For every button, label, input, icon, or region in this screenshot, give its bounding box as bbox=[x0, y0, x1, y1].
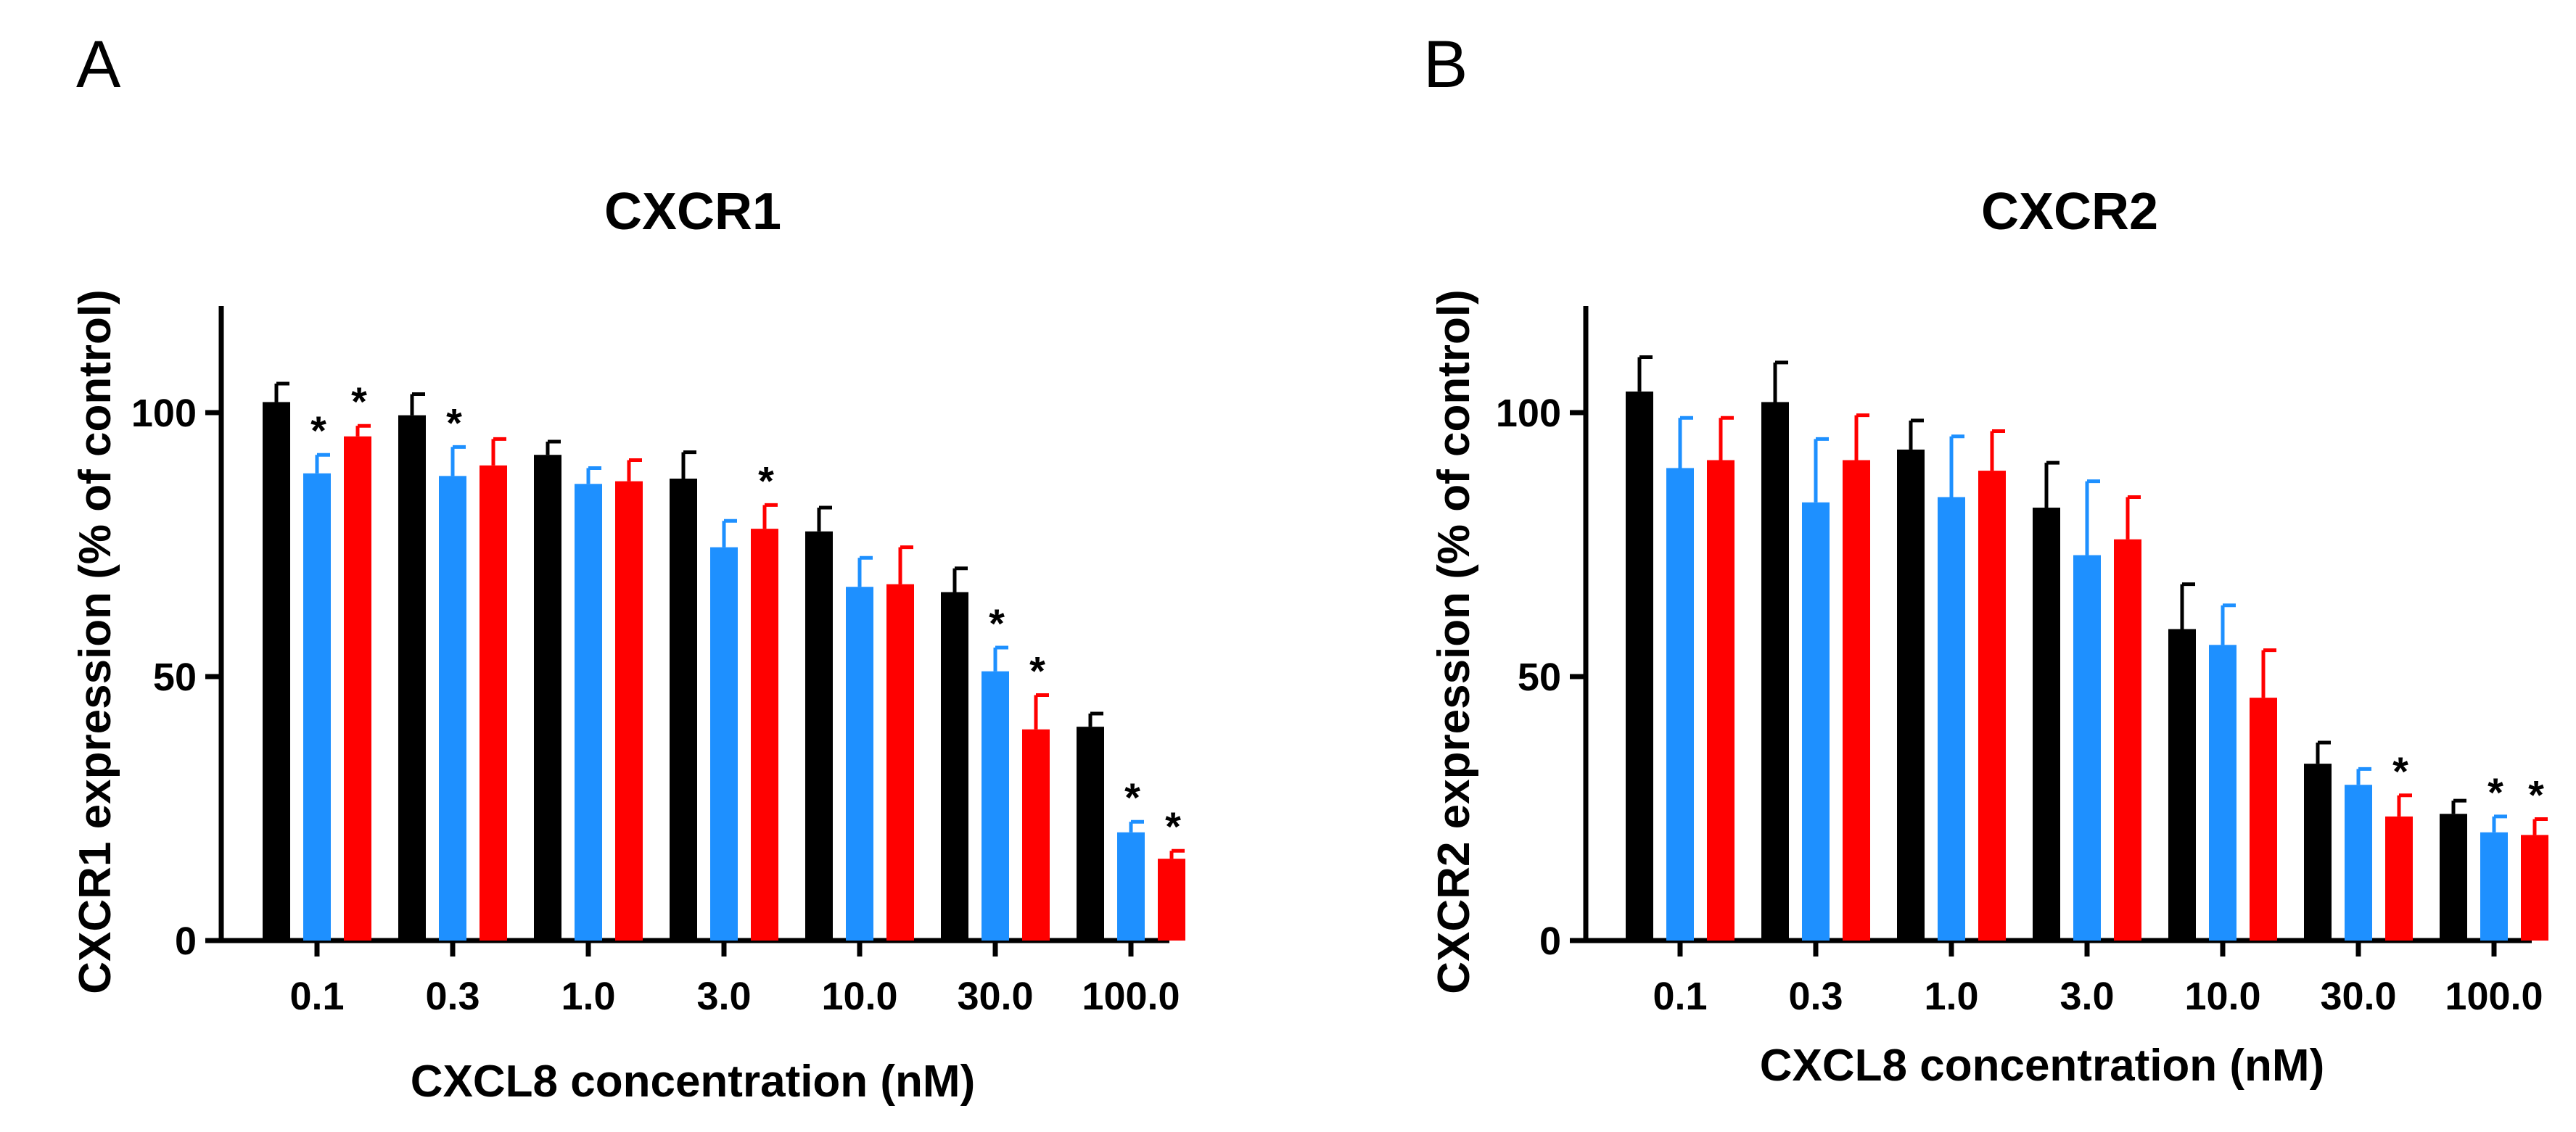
panel-b: B CXCR2 CXCL8 concentration (nM) CXCR2 e… bbox=[1423, 28, 2548, 1091]
panel-a-bar bbox=[263, 402, 290, 941]
panel-a-bar bbox=[615, 481, 643, 941]
panel-a-x-tick-label: 1.0 bbox=[561, 975, 615, 1018]
panel-b-bar bbox=[1843, 460, 1870, 941]
panel-b-plot: 0 50 100 0.1 0.3 1.0 3.0 10.0 30.0 * 100.0 * * bbox=[1496, 306, 2548, 1018]
panel-a-bar bbox=[439, 476, 466, 941]
panel-b-y-tick-label: 50 bbox=[1518, 656, 1561, 699]
panel-a-bar bbox=[1117, 832, 1145, 941]
panel-b-x-tick-label: 0.1 bbox=[1653, 975, 1707, 1018]
panel-b-significance-marker: * bbox=[2392, 748, 2408, 794]
panel-b-y-tick-label: 0 bbox=[1539, 920, 1561, 963]
panel-a-x-axis-label: CXCL8 concentration (nM) bbox=[411, 1057, 975, 1107]
panel-b-bar bbox=[2209, 645, 2236, 941]
panel-b-x-tick-label: 10.0 bbox=[2184, 975, 2260, 1018]
panel-a-significance-marker: * bbox=[351, 379, 367, 424]
panel-a-bar bbox=[941, 592, 968, 941]
panel-b-y-axis-label: CXCR2 expression (% of control) bbox=[1429, 289, 1479, 993]
panel-b-bar bbox=[2304, 764, 2332, 941]
panel-b-x-tick-label: 3.0 bbox=[2059, 975, 2114, 1018]
panel-a-x-tick-label: 3.0 bbox=[696, 975, 751, 1018]
panel-b-bar bbox=[2073, 555, 2101, 941]
panel-a-bar bbox=[886, 584, 914, 941]
panel-b-bar bbox=[1666, 468, 1694, 941]
panel-a-y-tick-label: 100 bbox=[131, 392, 197, 435]
panel-b-bar bbox=[1802, 502, 1830, 941]
panel-b-y-tick-label: 100 bbox=[1496, 392, 1561, 435]
panel-a-significance-marker: * bbox=[1029, 648, 1045, 693]
panel-a-significance-marker: * bbox=[446, 400, 462, 445]
panel-a-bar bbox=[398, 415, 426, 941]
panel-a-bar bbox=[1158, 859, 1185, 941]
panel-a-bar bbox=[670, 479, 697, 941]
panel-b-letter: B bbox=[1423, 28, 1468, 102]
panel-b-x-tick-label: 0.3 bbox=[1788, 975, 1843, 1018]
panel-b-bar bbox=[2345, 785, 2372, 941]
panel-a-bar bbox=[1022, 729, 1050, 941]
panel-b-x-tick-label: 1.0 bbox=[1924, 975, 1978, 1018]
panel-b-x-axis-label: CXCL8 concentration (nM) bbox=[1760, 1041, 2324, 1091]
panel-b-x-tick-label: 100.0 bbox=[2445, 975, 2543, 1018]
panel-b-bar bbox=[1938, 497, 1965, 941]
panel-a-letter: A bbox=[76, 28, 121, 102]
panel-a-bar bbox=[480, 465, 507, 941]
panel-b-bar bbox=[2521, 835, 2548, 941]
panel-a-bar bbox=[575, 484, 602, 941]
panel-b-bar bbox=[1897, 449, 1925, 941]
panel-b-bar bbox=[2114, 539, 2141, 941]
panel-b-significance-marker: * bbox=[2528, 772, 2544, 818]
panel-a-significance-marker: * bbox=[989, 600, 1005, 646]
panel-b-bar bbox=[1626, 391, 1653, 941]
panel-b-bar bbox=[2168, 629, 2196, 941]
panel-b-bar bbox=[1707, 460, 1735, 941]
panel-a-bar bbox=[303, 473, 331, 941]
panel-a-significance-marker: * bbox=[1124, 774, 1140, 820]
panel-b-title: CXCR2 bbox=[1981, 183, 2158, 241]
panel-a-bar bbox=[805, 531, 833, 941]
panel-a-y-axis-label: CXCR1 expression (% of control) bbox=[70, 289, 120, 993]
panel-b-bar bbox=[2385, 816, 2413, 941]
panel-a-bar bbox=[1077, 727, 1104, 941]
panel-a-x-tick-label: 0.3 bbox=[425, 975, 480, 1018]
panel-a-significance-marker: * bbox=[758, 458, 774, 503]
panel-b-bar bbox=[1978, 471, 2006, 941]
panel-a-y-tick-label: 50 bbox=[153, 656, 197, 699]
panel-b-bar bbox=[2033, 508, 2060, 941]
panel-a-bar bbox=[982, 671, 1009, 941]
panel-a: A CXCR1 CXCL8 concentration (nM) CXCR1 e… bbox=[70, 28, 1185, 1107]
panel-a-bar bbox=[710, 547, 738, 941]
panel-b-x-tick-label: 30.0 bbox=[2320, 975, 2396, 1018]
panel-a-bar bbox=[751, 529, 778, 941]
panel-a-significance-marker: * bbox=[1165, 803, 1181, 849]
panel-b-bar bbox=[2480, 832, 2508, 941]
panel-a-x-tick-label: 30.0 bbox=[957, 975, 1033, 1018]
panel-a-y-tick-label: 0 bbox=[175, 920, 197, 963]
panel-a-x-tick-label: 0.1 bbox=[289, 975, 344, 1018]
panel-a-x-tick-label: 10.0 bbox=[821, 975, 897, 1018]
panel-b-bar bbox=[1761, 402, 1789, 941]
panel-a-plot: 0 50 100 0.1 * * 0.3 * 1.0 3.0 * 10.0 30.0 * * 100.0 * * bbox=[131, 306, 1185, 1018]
panel-a-significance-marker: * bbox=[310, 408, 326, 453]
panel-a-title: CXCR1 bbox=[604, 183, 781, 241]
panel-b-bar bbox=[2250, 698, 2277, 941]
panel-a-bar bbox=[344, 436, 371, 941]
panel-b-bar bbox=[2440, 814, 2467, 941]
panel-b-significance-marker: * bbox=[2487, 769, 2503, 815]
panel-a-bar bbox=[846, 587, 873, 941]
panel-a-x-tick-label: 100.0 bbox=[1082, 975, 1180, 1018]
panel-a-bar bbox=[534, 455, 561, 941]
